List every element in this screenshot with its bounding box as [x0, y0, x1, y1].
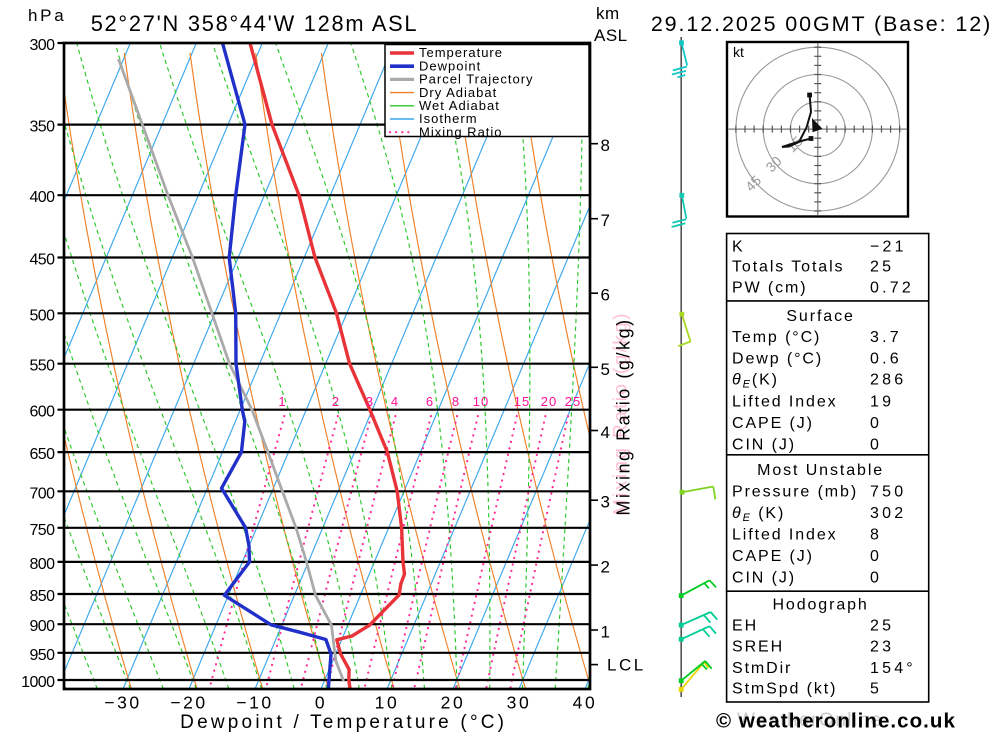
svg-text:K: K: [732, 239, 745, 256]
svg-text:6: 6: [601, 286, 610, 305]
svg-text:km: km: [596, 4, 620, 23]
svg-text:15: 15: [514, 394, 530, 409]
svg-text:5: 5: [601, 360, 610, 379]
svg-text:7: 7: [601, 211, 610, 230]
svg-text:θE(K): θE(K): [732, 372, 779, 391]
svg-text:WeatherOnline: WeatherOnline: [737, 710, 883, 731]
svg-text:600: 600: [29, 404, 55, 421]
svg-text:0: 0: [870, 415, 882, 432]
svg-text:LCL: LCL: [607, 656, 646, 675]
svg-text:Dry Adiabat: Dry Adiabat: [419, 85, 497, 100]
svg-text:20: 20: [441, 693, 466, 713]
svg-text:40: 40: [573, 693, 598, 713]
svg-text:650: 650: [29, 446, 55, 463]
svg-text:Wet Adiabat: Wet Adiabat: [419, 98, 500, 113]
svg-text:10: 10: [375, 693, 400, 713]
svg-text:−20: −20: [170, 693, 208, 713]
svg-text:3: 3: [366, 394, 374, 409]
svg-text:25: 25: [565, 394, 581, 409]
svg-text:1000: 1000: [21, 674, 55, 691]
svg-text:750: 750: [870, 484, 906, 501]
svg-text:29.12.2025 00GMT (Base: 12): 29.12.2025 00GMT (Base: 12): [651, 12, 992, 36]
svg-text:19: 19: [870, 394, 894, 411]
svg-text:Temp (°C): Temp (°C): [732, 329, 821, 346]
svg-text:400: 400: [29, 189, 55, 206]
svg-text:302: 302: [870, 505, 906, 522]
svg-text:Temperature: Temperature: [419, 45, 503, 60]
svg-text:StmSpd (kt): StmSpd (kt): [732, 681, 837, 698]
svg-text:0: 0: [315, 693, 327, 713]
svg-text:Pressure (mb): Pressure (mb): [732, 484, 858, 501]
svg-text:550: 550: [29, 358, 55, 375]
svg-text:20: 20: [541, 394, 557, 409]
svg-text:Mixing Ratio: Mixing Ratio: [419, 124, 503, 139]
svg-text:4: 4: [601, 423, 610, 442]
svg-text:hPa: hPa: [28, 6, 66, 25]
svg-text:Mixing Ratio (g/kg): Mixing Ratio (g/kg): [611, 311, 632, 515]
svg-text:Lifted Index: Lifted Index: [732, 527, 838, 544]
svg-text:CIN (J): CIN (J): [732, 570, 796, 587]
svg-text:500: 500: [29, 307, 55, 324]
svg-text:1: 1: [601, 623, 610, 642]
svg-text:950: 950: [29, 647, 55, 664]
svg-text:Hodograph: Hodograph: [772, 597, 868, 614]
svg-text:10: 10: [473, 394, 489, 409]
svg-text:0: 0: [870, 437, 882, 454]
svg-text:CAPE (J): CAPE (J): [732, 415, 814, 432]
svg-text:0.72: 0.72: [870, 280, 914, 297]
svg-text:CAPE (J): CAPE (J): [732, 548, 814, 565]
svg-text:Dewpoint: Dewpoint: [419, 58, 481, 73]
svg-text:SREH: SREH: [732, 639, 784, 656]
svg-text:θE (K): θE (K): [732, 505, 785, 524]
svg-text:300: 300: [29, 37, 55, 54]
svg-text:750: 750: [29, 522, 55, 539]
svg-text:3.7: 3.7: [870, 329, 902, 346]
svg-text:Dewp (°C): Dewp (°C): [732, 351, 823, 368]
svg-text:−30: −30: [104, 693, 142, 713]
svg-text:CIN (J): CIN (J): [732, 437, 796, 454]
svg-text:Isotherm: Isotherm: [419, 111, 478, 126]
svg-text:154°: 154°: [870, 660, 916, 677]
svg-text:800: 800: [29, 556, 55, 573]
svg-text:5: 5: [870, 681, 882, 698]
svg-text:ASL: ASL: [594, 26, 628, 45]
svg-text:0.6: 0.6: [870, 351, 902, 368]
svg-text:25: 25: [870, 259, 894, 276]
svg-text:850: 850: [29, 588, 55, 605]
svg-text:8: 8: [452, 394, 460, 409]
svg-text:30: 30: [507, 693, 532, 713]
svg-text:−21: −21: [870, 239, 907, 256]
svg-text:25: 25: [870, 618, 894, 635]
svg-text:2: 2: [332, 394, 340, 409]
svg-text:450: 450: [29, 252, 55, 269]
svg-text:1: 1: [278, 394, 286, 409]
svg-text:Most Unstable: Most Unstable: [757, 462, 884, 479]
svg-text:Parcel Trajectory: Parcel Trajectory: [419, 72, 534, 87]
svg-text:52°27'N 358°44'W 128m ASL: 52°27'N 358°44'W 128m ASL: [91, 11, 419, 36]
svg-text:700: 700: [29, 485, 55, 502]
svg-text:23: 23: [870, 639, 894, 656]
svg-text:Dewpoint / Temperature (°C): Dewpoint / Temperature (°C): [180, 712, 507, 733]
svg-text:900: 900: [29, 618, 55, 635]
svg-text:8: 8: [870, 527, 882, 544]
svg-text:© weatheronline.co.uk: © weatheronline.co.uk: [716, 710, 956, 733]
svg-text:3: 3: [601, 493, 610, 512]
svg-text:286: 286: [870, 372, 906, 389]
svg-text:−10: −10: [236, 693, 274, 713]
svg-text:kt: kt: [733, 44, 744, 60]
svg-text:Totals Totals: Totals Totals: [732, 259, 844, 276]
svg-text:StmDir: StmDir: [732, 660, 792, 677]
svg-text:6: 6: [426, 394, 434, 409]
svg-text:8: 8: [601, 136, 610, 155]
svg-text:2: 2: [601, 558, 610, 577]
svg-text:0: 0: [870, 548, 882, 565]
svg-text:350: 350: [29, 119, 55, 136]
svg-text:Mixing Ratio (g/kg): Mixing Ratio (g/kg): [614, 317, 634, 515]
svg-text:PW (cm): PW (cm): [732, 280, 808, 297]
svg-text:0: 0: [870, 570, 882, 587]
svg-text:EH: EH: [732, 618, 758, 635]
svg-text:Surface: Surface: [786, 308, 854, 325]
svg-text:Lifted Index: Lifted Index: [732, 394, 838, 411]
svg-text:4: 4: [391, 394, 399, 409]
